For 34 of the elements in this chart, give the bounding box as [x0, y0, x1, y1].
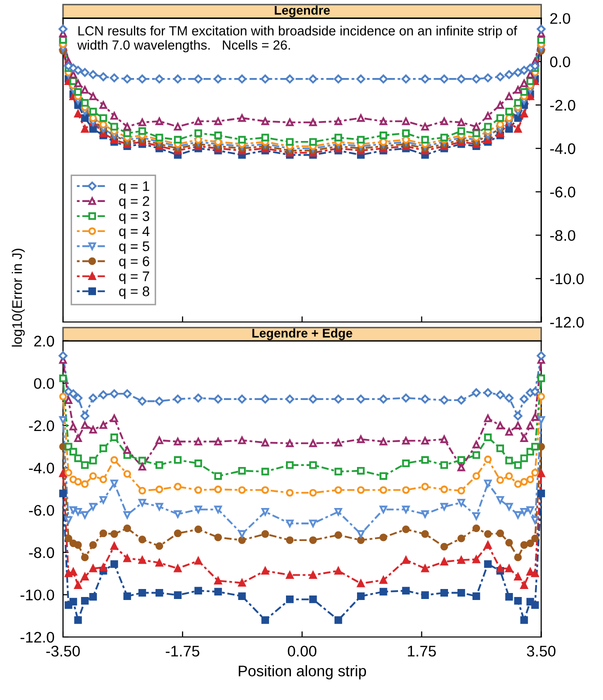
x-tick-label: 3.50 [526, 646, 556, 657]
y2-tick-label: 2.0 [550, 13, 570, 24]
legend-label: q = 1 [119, 181, 150, 194]
annotation: LCN results for TM excitation with broadside incidence on an infinite strip of width 7.0 wavelengths. Ncells = 26. [77, 26, 518, 52]
legend-label: q = 6 [119, 256, 150, 269]
chart-title: Legendre [274, 6, 330, 18]
y2-tick-label: -12.0 [550, 316, 584, 328]
x-tick-label: 0.00 [288, 646, 316, 657]
y2-tick-label: -10.0 [550, 273, 584, 284]
y2-tick-label: -8.0 [550, 230, 576, 241]
y-tick-label: -2.0 [29, 420, 54, 432]
y2-tick-label: -6.0 [550, 186, 576, 198]
x-tick-label: -1.75 [166, 646, 200, 657]
legend-label: q = 4 [119, 226, 150, 239]
x-tick-label: -3.50 [46, 646, 80, 657]
y2-tick-label: 0.0 [550, 56, 570, 68]
y-tick-label: 0.0 [34, 378, 54, 389]
y-axis-title: log10(Error in J) [12, 248, 25, 347]
legend-label: q = 2 [119, 196, 150, 209]
x-tick-label: 1.75 [408, 646, 436, 657]
y-tick-label: -8.0 [29, 547, 54, 558]
y-tick-label: 2.0 [34, 336, 54, 347]
y2-tick-label: -2.0 [550, 100, 576, 111]
y-tick-label: -4.0 [29, 462, 54, 474]
legend-label: q = 8 [119, 286, 150, 299]
y-tick-label: -12.0 [20, 632, 54, 643]
chart-title: Legendre + Edge [252, 328, 352, 340]
legend-label: q = 7 [119, 272, 150, 284]
y-tick-label: -10.0 [20, 590, 54, 600]
legend-label: q = 3 [119, 211, 150, 224]
y-tick-label: -6.0 [29, 504, 54, 516]
legend-label: q = 5 [119, 241, 150, 254]
x-axis-title: Position along strip [238, 665, 366, 680]
y2-tick-label: -4.0 [550, 143, 576, 154]
